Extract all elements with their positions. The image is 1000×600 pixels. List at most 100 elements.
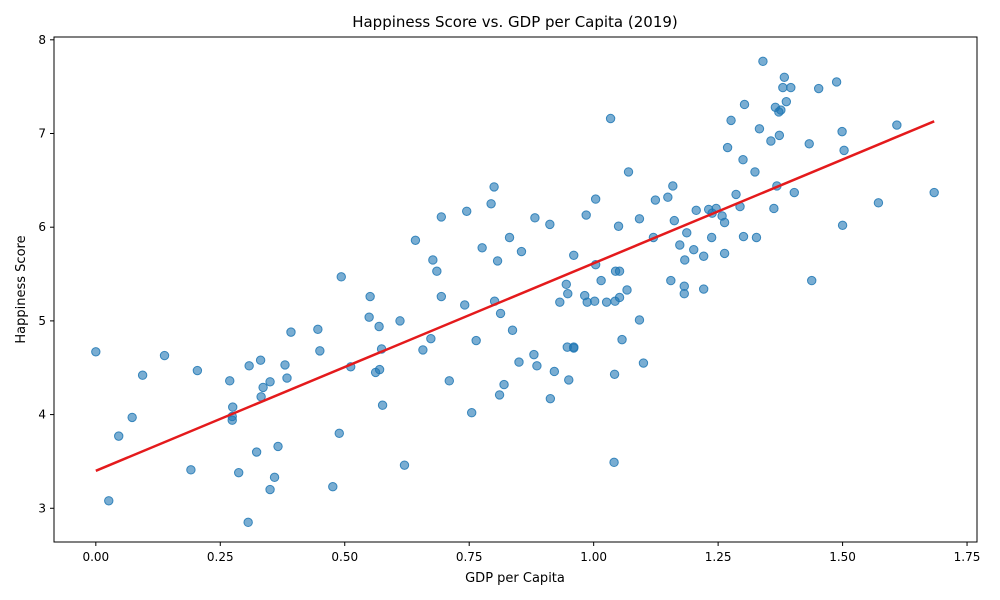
data-point-33 (873, 198, 884, 208)
data-point-76 (807, 275, 817, 286)
data-point-21 (738, 155, 748, 165)
data-point-118 (244, 361, 254, 371)
data-point-51 (613, 221, 624, 231)
data-point-94 (495, 308, 506, 319)
data-point-136 (545, 393, 556, 404)
data-point-129 (225, 376, 235, 386)
data-point-145 (273, 441, 283, 452)
data-point-96 (634, 315, 645, 325)
data-point-52 (682, 228, 692, 238)
data-point-113 (159, 350, 170, 361)
data-point-90 (601, 297, 612, 307)
x-tick-label: 0.25 (207, 550, 234, 564)
data-point-46 (634, 214, 645, 224)
x-tick-label: 1.00 (580, 550, 607, 564)
data-point-77 (561, 279, 571, 290)
data-point-146 (251, 447, 262, 457)
data-point-116 (638, 358, 649, 368)
data-point-89 (610, 296, 620, 306)
x-tick-label: 1.75 (954, 550, 981, 564)
data-point-107 (569, 343, 579, 353)
data-point-144 (114, 431, 124, 441)
data-point-7 (739, 99, 750, 110)
data-point-154 (104, 496, 114, 506)
data-point-74 (666, 275, 676, 286)
data-point-134 (494, 390, 505, 400)
data-point-14 (754, 124, 765, 134)
data-point-57 (751, 232, 762, 243)
data-point-148 (609, 457, 619, 468)
data-point-53 (738, 231, 749, 242)
data-point-92 (555, 297, 565, 307)
data-point-61 (689, 244, 699, 255)
data-point-114 (255, 355, 266, 365)
x-axis: 0.00 0.25 0.50 0.75 1.00 1.25 1.50 1.75 (82, 542, 980, 564)
data-point-10 (774, 107, 784, 117)
data-point-126 (137, 370, 148, 380)
data-point-11 (605, 113, 616, 124)
data-point-117 (280, 360, 290, 370)
data-point-68 (492, 256, 503, 266)
data-point-93 (460, 300, 470, 310)
data-point-133 (258, 382, 268, 393)
data-point-45 (530, 213, 540, 223)
data-point-22 (623, 167, 634, 177)
data-point-67 (680, 255, 690, 265)
data-point-0 (758, 56, 768, 67)
data-point-147 (399, 460, 410, 470)
data-point-153 (265, 484, 275, 495)
data-point-151 (269, 472, 280, 483)
data-point-31 (590, 194, 601, 204)
data-point-60 (477, 243, 487, 253)
data-point-34 (486, 199, 496, 209)
data-point-73 (336, 272, 346, 282)
data-point-48 (719, 217, 730, 228)
data-point-47 (669, 215, 680, 226)
data-point-98 (374, 321, 384, 332)
data-point-119 (532, 361, 542, 371)
data-point-104 (471, 335, 481, 346)
x-tick-label: 0.75 (456, 550, 483, 564)
y-tick-label: 5 (38, 314, 46, 328)
data-point-28 (929, 187, 939, 198)
y-tick-label: 4 (38, 408, 46, 422)
data-point-130 (444, 376, 454, 386)
data-point-141 (127, 412, 137, 423)
data-point-18 (804, 139, 814, 149)
data-point-27 (789, 187, 799, 198)
data-point-82 (563, 289, 573, 299)
x-tick-label: 0.50 (331, 550, 358, 564)
data-point-72 (610, 266, 621, 276)
data-point-150 (233, 467, 244, 478)
data-point-36 (769, 203, 779, 214)
data-point-95 (364, 312, 374, 322)
data-point-132 (499, 379, 509, 390)
data-point-101 (286, 327, 296, 337)
data-point-81 (679, 289, 689, 299)
x-tick-label: 0.00 (82, 550, 109, 564)
data-point-137 (377, 400, 388, 410)
y-axis: 3 4 5 6 7 8 (38, 33, 54, 515)
data-point-149 (186, 465, 196, 475)
data-point-54 (706, 232, 717, 243)
data-point-142 (227, 415, 237, 425)
data-point-62 (516, 246, 527, 257)
x-axis-label: GDP per Capita (465, 571, 565, 586)
plot-frame (53, 36, 978, 543)
data-point-112 (529, 349, 539, 360)
data-point-42 (581, 210, 591, 220)
data-point-66 (428, 255, 438, 265)
data-point-58 (410, 235, 421, 246)
y-axis-label: Happiness Score (14, 235, 29, 343)
data-point-59 (675, 240, 685, 250)
y-tick-label: 8 (38, 33, 46, 47)
data-point-40 (462, 206, 472, 216)
data-point-29 (731, 189, 741, 200)
data-point-70 (432, 266, 442, 276)
data-point-125 (609, 369, 620, 379)
data-point-79 (698, 284, 709, 294)
data-point-4 (786, 82, 796, 93)
data-point-123 (549, 366, 560, 377)
data-point-99 (313, 324, 323, 335)
